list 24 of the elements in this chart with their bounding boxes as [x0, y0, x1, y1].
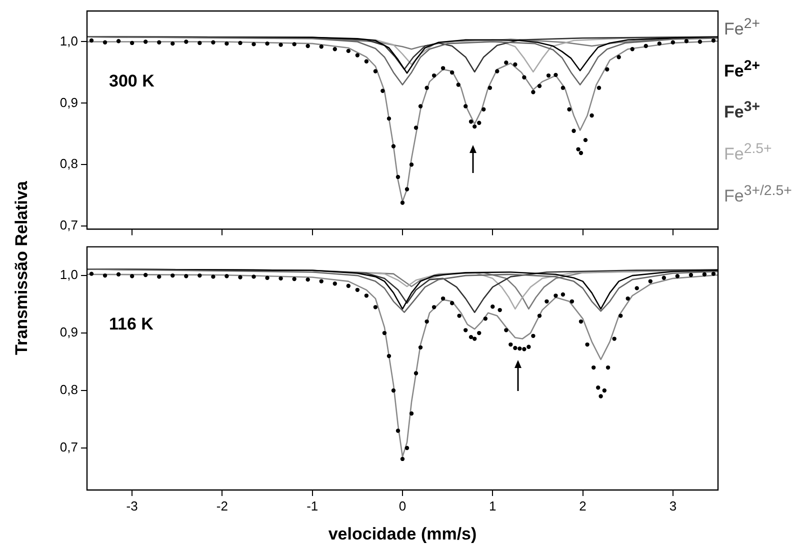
text: Fe$^{3+}$: [724, 98, 761, 124]
x-tick-label: -1: [306, 498, 318, 514]
series-label: Fe$^{2+}$: [724, 56, 761, 82]
y-axis-title: Transmissão Relativa: [12, 181, 32, 355]
x-tick-label: 3: [669, 498, 677, 514]
y-tick-label: 0,9: [60, 94, 78, 110]
y-tick-label: 0,8: [60, 382, 78, 398]
x-tick-label: -3: [126, 498, 138, 514]
annotation: 300 K: [109, 72, 156, 91]
x-axis-title: velocidade (mm/s): [328, 524, 477, 544]
y-tick-label: 1,0: [60, 33, 78, 48]
x-tick-label: -2: [216, 498, 228, 514]
x-tick-label: 1: [489, 498, 496, 514]
text: Fe$^{3+/2.5+}$: [724, 182, 792, 208]
x-tick-label: 2: [579, 498, 586, 514]
y-tick-label: 0,9: [60, 324, 78, 340]
y-tick-label: 0,7: [60, 218, 78, 233]
annotation: 116 K: [109, 314, 154, 334]
x-tick-label: 0: [398, 498, 406, 514]
y-tick-label: 0,7: [60, 440, 78, 455]
text: Fe$^{2.5+}$: [724, 140, 773, 166]
y-tick-label: 1,0: [60, 267, 78, 282]
series-label: Fe$^{2+}$: [724, 15, 761, 41]
y-tick-label: 0,8: [60, 156, 78, 172]
